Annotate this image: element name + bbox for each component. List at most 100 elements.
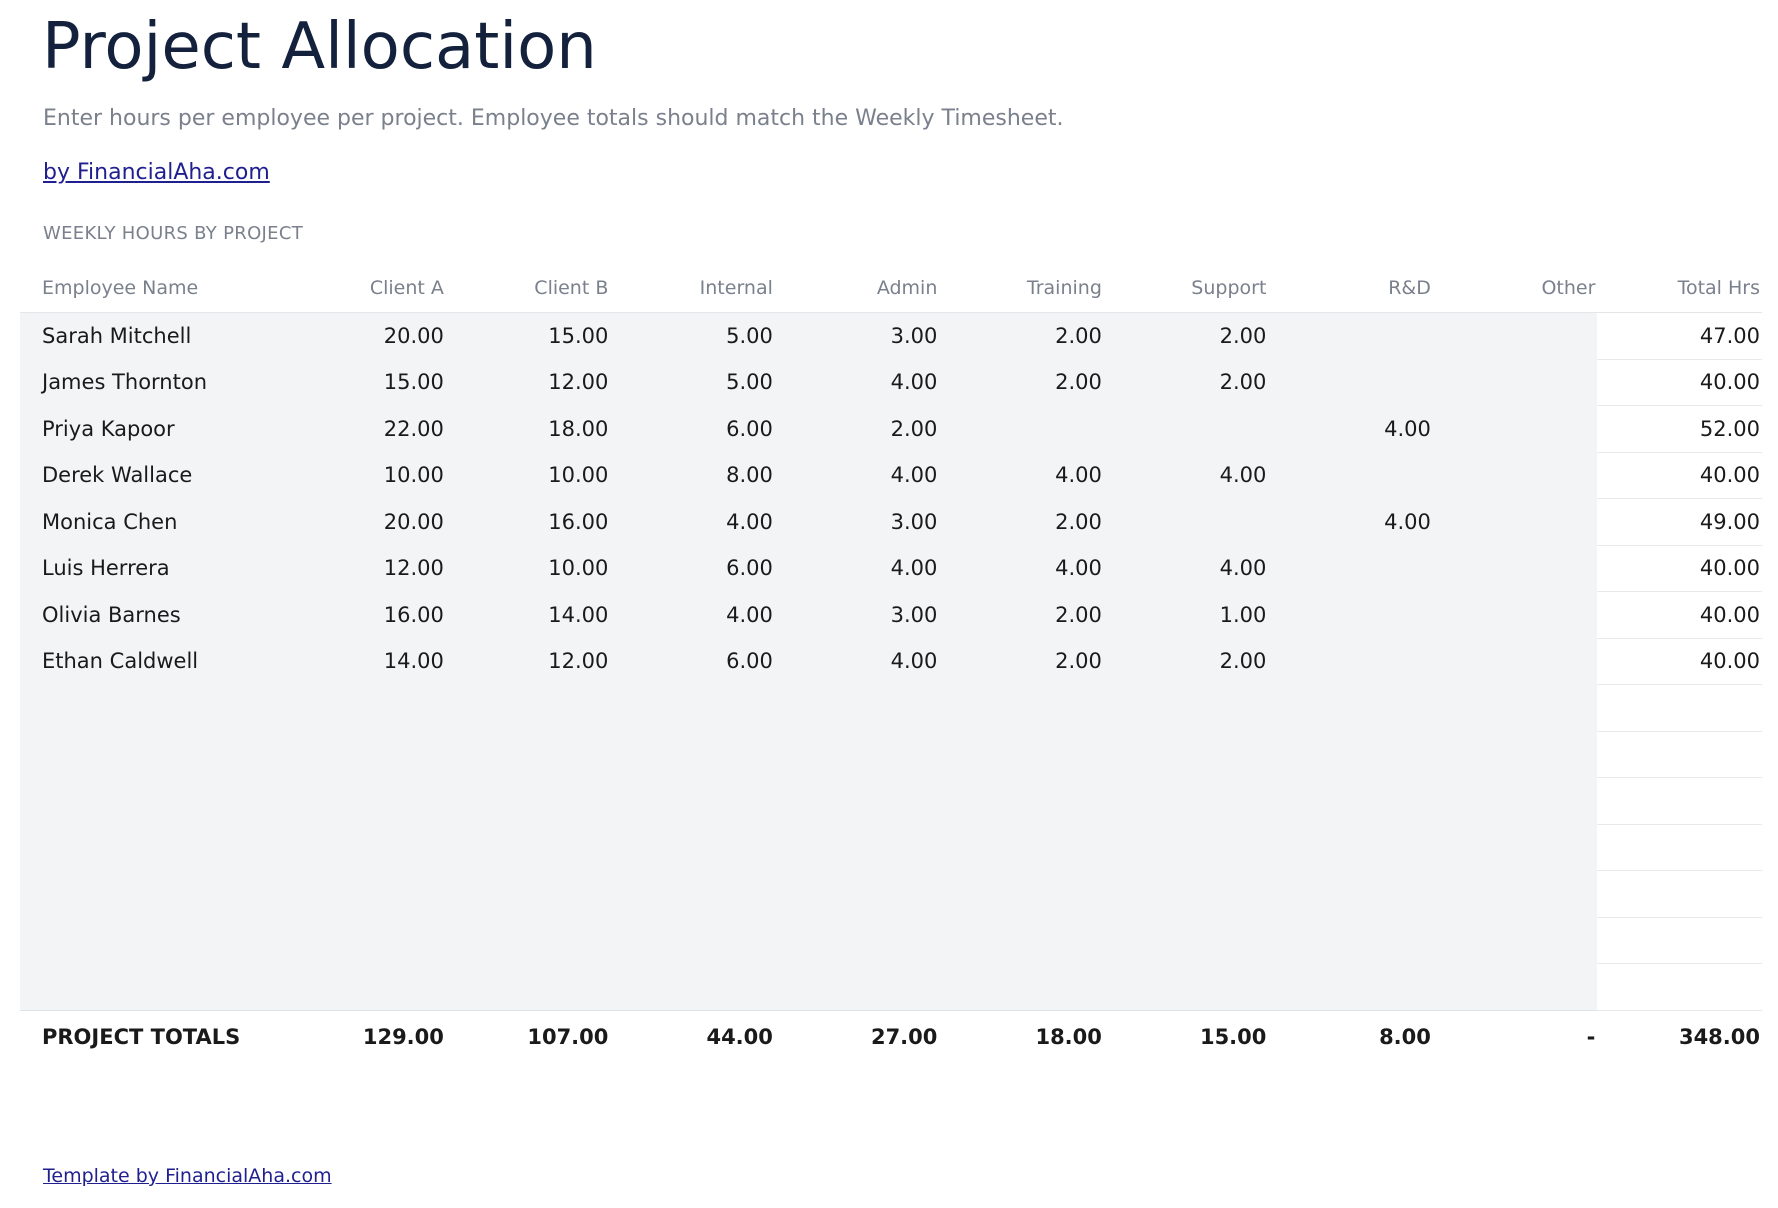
hours-cell-training[interactable]: 2.00 bbox=[939, 312, 1104, 359]
employee-name-cell[interactable]: Olivia Barnes bbox=[20, 591, 282, 638]
hours-cell-client-a[interactable]: 20.00 bbox=[281, 498, 446, 545]
hours-cell-training[interactable]: 2.00 bbox=[939, 591, 1104, 638]
employee-name-cell[interactable] bbox=[20, 824, 282, 871]
hours-cell-admin[interactable] bbox=[774, 870, 940, 917]
hours-cell-client-a[interactable] bbox=[281, 824, 446, 871]
hours-cell-client-b[interactable] bbox=[445, 731, 611, 778]
hours-cell-support[interactable]: 2.00 bbox=[1103, 359, 1269, 406]
hours-cell-support[interactable]: 4.00 bbox=[1103, 452, 1269, 499]
employee-name-cell[interactable]: Monica Chen bbox=[20, 498, 282, 545]
hours-cell-client-b[interactable] bbox=[445, 917, 611, 964]
hours-cell-client-a[interactable]: 14.00 bbox=[281, 638, 446, 685]
hours-cell-r-and-d[interactable] bbox=[1268, 824, 1433, 871]
hours-cell-support[interactable] bbox=[1103, 731, 1269, 778]
hours-cell-internal[interactable]: 6.00 bbox=[610, 405, 775, 452]
hours-cell-other[interactable] bbox=[1432, 870, 1598, 917]
hours-cell-client-a[interactable] bbox=[281, 731, 446, 778]
hours-cell-internal[interactable]: 6.00 bbox=[610, 545, 775, 592]
hours-cell-client-b[interactable]: 12.00 bbox=[445, 638, 611, 685]
hours-cell-client-a[interactable] bbox=[281, 684, 446, 731]
hours-cell-internal[interactable]: 4.00 bbox=[610, 591, 775, 638]
hours-cell-other[interactable] bbox=[1432, 638, 1598, 685]
hours-cell-client-a[interactable] bbox=[281, 917, 446, 964]
hours-cell-client-a[interactable]: 20.00 bbox=[281, 312, 446, 359]
employee-name-cell[interactable]: James Thornton bbox=[20, 359, 282, 406]
hours-cell-admin[interactable]: 3.00 bbox=[774, 591, 940, 638]
employee-name-cell[interactable] bbox=[20, 963, 282, 1010]
hours-cell-client-b[interactable]: 12.00 bbox=[445, 359, 611, 406]
hours-cell-training[interactable]: 4.00 bbox=[939, 545, 1104, 592]
employee-name-cell[interactable]: Ethan Caldwell bbox=[20, 638, 282, 685]
hours-cell-other[interactable] bbox=[1432, 498, 1598, 545]
hours-cell-internal[interactable] bbox=[610, 963, 775, 1010]
hours-cell-internal[interactable] bbox=[610, 684, 775, 731]
hours-cell-support[interactable]: 2.00 bbox=[1103, 638, 1269, 685]
hours-cell-client-b[interactable]: 18.00 bbox=[445, 405, 611, 452]
hours-cell-other[interactable] bbox=[1432, 312, 1598, 359]
hours-cell-admin[interactable] bbox=[774, 731, 940, 778]
hours-cell-training[interactable] bbox=[939, 963, 1104, 1010]
hours-cell-support[interactable] bbox=[1103, 917, 1269, 964]
hours-cell-internal[interactable] bbox=[610, 824, 775, 871]
hours-cell-r-and-d[interactable] bbox=[1268, 963, 1433, 1010]
hours-cell-r-and-d[interactable] bbox=[1268, 312, 1433, 359]
hours-cell-client-b[interactable] bbox=[445, 824, 611, 871]
hours-cell-client-b[interactable] bbox=[445, 684, 611, 731]
hours-cell-client-a[interactable] bbox=[281, 963, 446, 1010]
employee-name-cell[interactable]: Priya Kapoor bbox=[20, 405, 282, 452]
hours-cell-internal[interactable] bbox=[610, 731, 775, 778]
employee-name-cell[interactable]: Luis Herrera bbox=[20, 545, 282, 592]
hours-cell-support[interactable] bbox=[1103, 824, 1269, 871]
hours-cell-training[interactable]: 2.00 bbox=[939, 359, 1104, 406]
hours-cell-client-a[interactable] bbox=[281, 870, 446, 917]
hours-cell-training[interactable]: 4.00 bbox=[939, 452, 1104, 499]
hours-cell-r-and-d[interactable] bbox=[1268, 777, 1433, 824]
hours-cell-support[interactable]: 2.00 bbox=[1103, 312, 1269, 359]
hours-cell-other[interactable] bbox=[1432, 452, 1598, 499]
hours-cell-internal[interactable]: 5.00 bbox=[610, 359, 775, 406]
hours-cell-support[interactable] bbox=[1103, 777, 1269, 824]
employee-name-cell[interactable]: Derek Wallace bbox=[20, 452, 282, 499]
hours-cell-admin[interactable] bbox=[774, 963, 940, 1010]
hours-cell-internal[interactable]: 4.00 bbox=[610, 498, 775, 545]
hours-cell-client-a[interactable]: 10.00 bbox=[281, 452, 446, 499]
hours-cell-client-a[interactable]: 12.00 bbox=[281, 545, 446, 592]
hours-cell-internal[interactable]: 8.00 bbox=[610, 452, 775, 499]
hours-cell-support[interactable]: 4.00 bbox=[1103, 545, 1269, 592]
hours-cell-internal[interactable]: 6.00 bbox=[610, 638, 775, 685]
hours-cell-internal[interactable] bbox=[610, 777, 775, 824]
hours-cell-training[interactable]: 2.00 bbox=[939, 638, 1104, 685]
hours-cell-other[interactable] bbox=[1432, 777, 1598, 824]
hours-cell-r-and-d[interactable] bbox=[1268, 917, 1433, 964]
hours-cell-client-a[interactable]: 22.00 bbox=[281, 405, 446, 452]
hours-cell-admin[interactable] bbox=[774, 824, 940, 871]
hours-cell-client-b[interactable]: 10.00 bbox=[445, 452, 611, 499]
hours-cell-other[interactable] bbox=[1432, 963, 1598, 1010]
employee-name-cell[interactable] bbox=[20, 777, 282, 824]
hours-cell-client-b[interactable]: 16.00 bbox=[445, 498, 611, 545]
hours-cell-admin[interactable]: 3.00 bbox=[774, 498, 940, 545]
hours-cell-admin[interactable]: 4.00 bbox=[774, 638, 940, 685]
hours-cell-other[interactable] bbox=[1432, 359, 1598, 406]
hours-cell-other[interactable] bbox=[1432, 405, 1598, 452]
hours-cell-client-a[interactable] bbox=[281, 777, 446, 824]
hours-cell-r-and-d[interactable] bbox=[1268, 591, 1433, 638]
hours-cell-admin[interactable]: 4.00 bbox=[774, 545, 940, 592]
hours-cell-other[interactable] bbox=[1432, 731, 1598, 778]
hours-cell-r-and-d[interactable]: 4.00 bbox=[1268, 405, 1433, 452]
hours-cell-training[interactable]: 2.00 bbox=[939, 498, 1104, 545]
employee-name-cell[interactable] bbox=[20, 870, 282, 917]
hours-cell-admin[interactable] bbox=[774, 917, 940, 964]
brand-link[interactable]: by FinancialAha.com bbox=[43, 160, 270, 185]
hours-cell-admin[interactable]: 4.00 bbox=[774, 359, 940, 406]
hours-cell-client-a[interactable]: 15.00 bbox=[281, 359, 446, 406]
hours-cell-support[interactable] bbox=[1103, 870, 1269, 917]
hours-cell-admin[interactable]: 4.00 bbox=[774, 452, 940, 499]
hours-cell-internal[interactable]: 5.00 bbox=[610, 312, 775, 359]
hours-cell-support[interactable] bbox=[1103, 498, 1269, 545]
hours-cell-other[interactable] bbox=[1432, 591, 1598, 638]
hours-cell-r-and-d[interactable]: 4.00 bbox=[1268, 498, 1433, 545]
hours-cell-r-and-d[interactable] bbox=[1268, 359, 1433, 406]
hours-cell-internal[interactable] bbox=[610, 917, 775, 964]
hours-cell-training[interactable] bbox=[939, 405, 1104, 452]
